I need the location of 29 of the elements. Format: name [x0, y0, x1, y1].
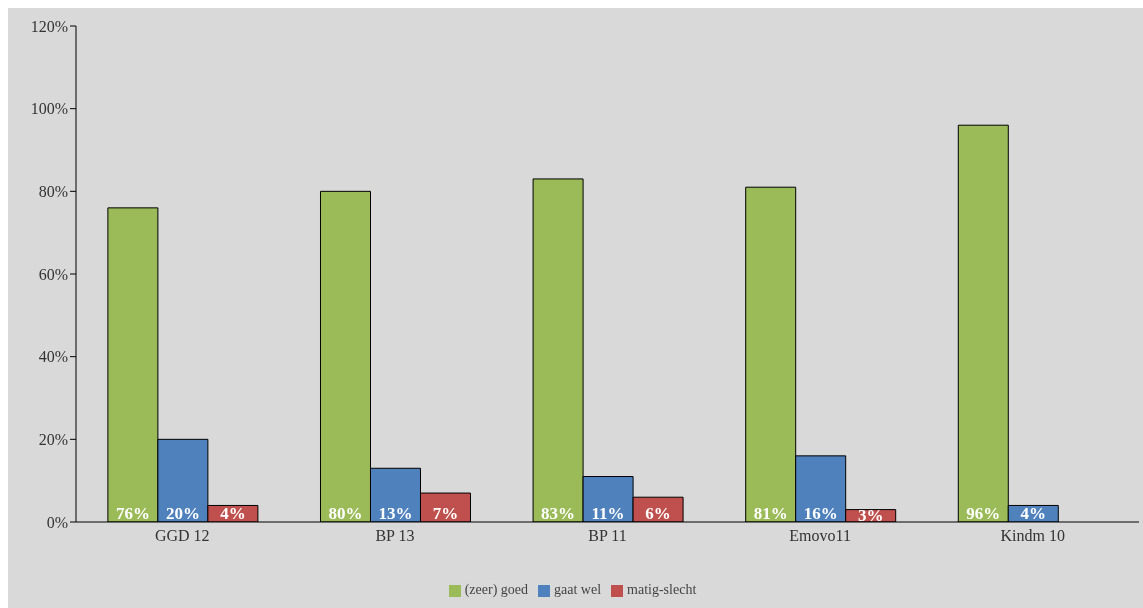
y-tick-label: 20% [38, 431, 68, 449]
y-tick-label: 100% [30, 100, 68, 118]
y-tick-label: 120% [30, 17, 68, 35]
y-tick-label: 0% [46, 513, 68, 531]
legend-label: gaat wel [554, 582, 602, 597]
y-tick-label: 40% [38, 348, 68, 366]
data-label: 11% [591, 503, 625, 523]
data-label: 6% [645, 503, 671, 523]
data-label: 4% [220, 504, 246, 524]
x-tick-label: GGD 12 [154, 527, 210, 545]
data-label: 83% [541, 503, 576, 523]
data-label: 80% [328, 503, 363, 523]
data-label: 7% [432, 503, 459, 523]
data-label: 20% [165, 503, 200, 523]
x-tick-label: Kindm 10 [1000, 527, 1065, 545]
data-label: 3% [857, 506, 884, 526]
data-label: 16% [803, 503, 838, 523]
y-tick-label: 80% [38, 183, 68, 201]
data-label: 76% [115, 503, 150, 523]
x-tick-label: Emovo11 [789, 527, 851, 545]
data-label: 96% [966, 503, 1001, 523]
x-tick-label: BP 11 [588, 527, 627, 545]
data-label: 13% [378, 503, 413, 523]
legend-label: matig-slecht [627, 582, 697, 597]
legend-label: (zeer) goed [464, 582, 529, 597]
data-label: 4% [1020, 504, 1047, 524]
y-tick-label: 60% [38, 265, 68, 283]
x-tick-label: BP 13 [375, 527, 415, 545]
data-label: 81% [753, 503, 788, 523]
